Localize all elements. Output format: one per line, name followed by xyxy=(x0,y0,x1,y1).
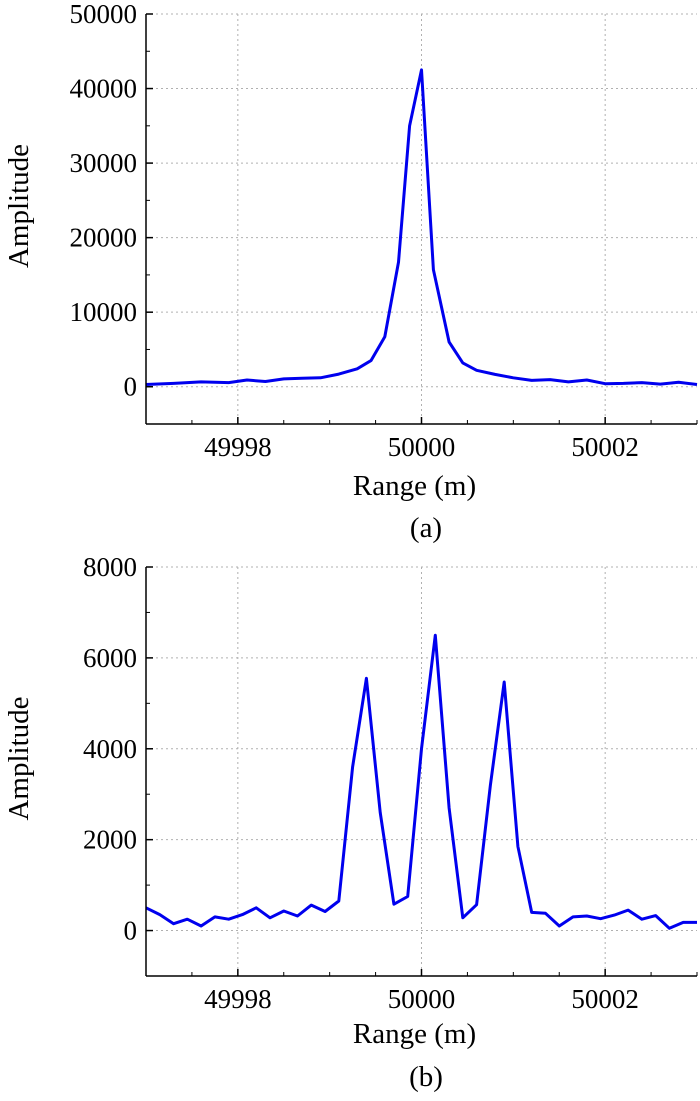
x-tick-label: 50002 xyxy=(571,432,639,462)
x-axis-label: Range (m) xyxy=(353,470,476,502)
y-tick-label: 2000 xyxy=(83,825,137,855)
x-tick-label: 50002 xyxy=(571,984,639,1014)
y-tick-label: 0 xyxy=(124,372,138,402)
x-tick-label: 50000 xyxy=(388,432,456,462)
y-axis-label: Amplitude xyxy=(3,144,35,268)
y-tick-label: 40000 xyxy=(70,74,138,104)
series-line xyxy=(145,68,698,386)
y-tick-label: 50000 xyxy=(70,0,138,29)
y-tick-label: 0 xyxy=(124,916,138,946)
panel-b: 0 2000 4000 6000 8000 49998 50000 50002 Range (m… xyxy=(3,552,698,1093)
x-axis-label: Range (m) xyxy=(353,1018,476,1050)
y-tick-label: 20000 xyxy=(70,223,138,253)
x-tick-label: 49998 xyxy=(204,432,272,462)
x-tick-label: 50000 xyxy=(388,984,456,1014)
series-line xyxy=(145,633,697,930)
panel-label: (b) xyxy=(409,1061,443,1093)
x-tick-label: 49998 xyxy=(204,984,272,1014)
y-axis-label: Amplitude xyxy=(3,696,35,820)
y-tick-label: 8000 xyxy=(83,552,137,582)
panel-label: (a) xyxy=(410,512,442,544)
y-tick-label: 10000 xyxy=(70,297,138,327)
y-tick-label: 6000 xyxy=(83,643,137,673)
y-tick-label: 4000 xyxy=(83,734,137,764)
panel-a: 0 10000 20000 30000 40000 50000 49998 50000 5000… xyxy=(3,0,698,544)
y-tick-label: 30000 xyxy=(70,148,138,178)
